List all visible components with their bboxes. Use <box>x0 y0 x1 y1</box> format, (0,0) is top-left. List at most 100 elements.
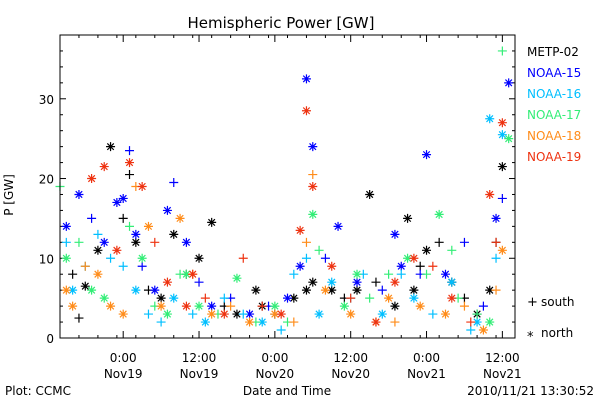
south-point-noaa-18 <box>226 301 236 311</box>
north-point-metp-02 <box>308 277 318 287</box>
y-tick-label: 30 <box>39 93 54 107</box>
north-point-noaa-15 <box>301 74 311 84</box>
north-point-noaa-15 <box>207 301 217 311</box>
north-point-metp-02 <box>93 245 103 255</box>
north-point-noaa-17 <box>339 301 349 311</box>
north-point-noaa-18 <box>175 213 185 223</box>
south-point-noaa-18 <box>390 317 400 327</box>
y-axis-label: P [GW] <box>2 174 16 216</box>
south-point-noaa-17 <box>314 245 324 255</box>
north-point-noaa-18 <box>415 301 425 311</box>
north-point-metp-02 <box>497 162 507 172</box>
north-point-noaa-16 <box>314 309 324 319</box>
x-tick-time-label: 0:00 <box>110 351 137 365</box>
x-axis-label: Date and Time <box>243 384 331 398</box>
x-tick-time-label: 12:00 <box>182 351 217 365</box>
north-point-metp-02 <box>409 285 419 295</box>
north-point-noaa-17 <box>504 134 514 144</box>
north-point-noaa-17 <box>403 253 413 263</box>
north-point-noaa-18 <box>118 309 128 319</box>
plot-frame <box>59 34 516 339</box>
north-point-noaa-19 <box>87 174 97 184</box>
north-point-noaa-18 <box>245 317 255 327</box>
marker-legend-symbol: + <box>527 295 538 310</box>
north-point-noaa-19 <box>485 189 495 199</box>
north-point-noaa-19 <box>162 277 172 287</box>
north-point-noaa-15 <box>74 189 84 199</box>
north-point-noaa-18 <box>478 325 488 335</box>
north-point-metp-02 <box>352 285 362 295</box>
marker-legend-south: south <box>541 295 575 309</box>
south-point-noaa-15 <box>87 213 97 223</box>
north-point-noaa-16 <box>497 130 507 140</box>
north-point-noaa-17 <box>181 269 191 279</box>
south-point-noaa-19 <box>257 301 267 311</box>
south-point-noaa-19 <box>428 261 438 271</box>
south-point-metp-02 <box>371 277 381 287</box>
south-point-noaa-17 <box>447 245 457 255</box>
north-point-noaa-15 <box>162 205 172 215</box>
north-point-noaa-15 <box>112 197 122 207</box>
north-point-metp-02 <box>106 142 116 152</box>
north-point-noaa-18 <box>93 269 103 279</box>
north-point-noaa-15 <box>440 269 450 279</box>
north-point-metp-02 <box>403 213 413 223</box>
north-point-noaa-17 <box>485 317 495 327</box>
north-point-noaa-15 <box>295 261 305 271</box>
south-point-noaa-19 <box>466 317 476 327</box>
north-point-noaa-18 <box>207 309 217 319</box>
south-point-noaa-17 <box>125 221 135 231</box>
south-point-noaa-18 <box>80 261 90 271</box>
north-point-noaa-17 <box>352 269 362 279</box>
north-point-metp-02 <box>251 285 261 295</box>
south-point-noaa-16 <box>466 325 476 335</box>
south-point-noaa-15 <box>169 178 179 188</box>
north-point-noaa-15 <box>390 229 400 239</box>
south-point-noaa-17 <box>472 309 482 319</box>
north-point-metp-02 <box>131 237 141 247</box>
south-point-metp-02 <box>434 237 444 247</box>
north-point-metp-02 <box>169 229 179 239</box>
north-point-noaa-19 <box>137 182 147 191</box>
north-point-metp-02 <box>232 309 242 319</box>
north-point-noaa-18 <box>156 301 166 311</box>
x-tick-time-label: 12:00 <box>485 351 520 365</box>
legend-entry-noaa-19: NOAA-19 <box>527 150 581 164</box>
marker-legend: + south * north <box>527 295 575 345</box>
y-tick-label: 10 <box>39 252 54 266</box>
north-point-noaa-16 <box>472 317 482 327</box>
north-point-noaa-19 <box>371 317 381 327</box>
south-point-noaa-17 <box>74 237 84 247</box>
south-point-noaa-16 <box>219 293 229 303</box>
north-point-noaa-19 <box>181 301 191 311</box>
plot-timestamp: 2010/11/21 13:30:52 <box>467 384 594 398</box>
north-point-noaa-15 <box>150 285 160 295</box>
north-point-noaa-15 <box>333 221 343 231</box>
plot-credit: Plot: CCMC <box>5 384 71 398</box>
north-point-noaa-17 <box>162 309 172 319</box>
north-point-noaa-19 <box>301 106 311 116</box>
north-point-noaa-15 <box>283 293 292 303</box>
y-tick-label: 0 <box>46 332 54 346</box>
north-point-noaa-18 <box>320 285 330 295</box>
south-point-metp-02 <box>118 213 128 223</box>
north-point-noaa-19 <box>276 309 286 319</box>
south-point-noaa-17 <box>365 293 375 303</box>
south-point-metp-02 <box>125 170 135 180</box>
north-point-noaa-17 <box>194 301 204 311</box>
north-point-noaa-18 <box>106 301 116 311</box>
north-point-noaa-16 <box>169 293 179 303</box>
legend-entry-noaa-18: NOAA-18 <box>527 129 581 143</box>
south-point-noaa-18 <box>289 317 299 327</box>
south-point-noaa-17 <box>497 46 507 56</box>
north-point-noaa-16 <box>200 317 210 327</box>
south-point-noaa-19 <box>238 253 248 263</box>
north-point-noaa-17 <box>232 273 242 283</box>
north-point-noaa-16 <box>257 317 267 327</box>
north-point-metp-02 <box>156 293 166 303</box>
north-point-noaa-18 <box>68 301 78 311</box>
x-tick-date-label: Nov20 <box>256 367 295 381</box>
south-point-noaa-16 <box>428 309 438 319</box>
north-point-noaa-17 <box>87 285 97 295</box>
north-point-metp-02 <box>390 301 400 311</box>
